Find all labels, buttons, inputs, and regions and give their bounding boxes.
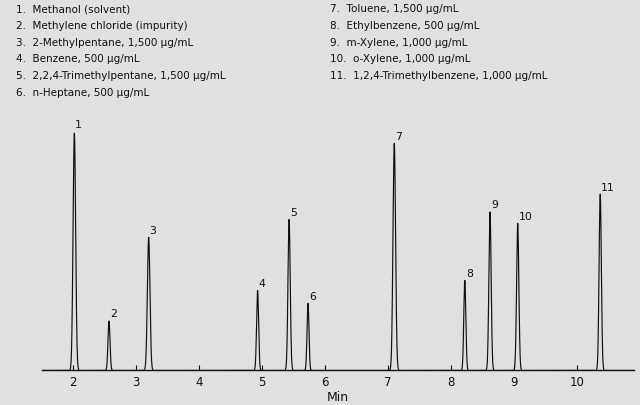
Text: 10.  o-Xylene, 1,000 μg/mL: 10. o-Xylene, 1,000 μg/mL: [330, 54, 470, 64]
Text: 8: 8: [466, 268, 472, 278]
Text: 4: 4: [259, 278, 266, 288]
Text: 9: 9: [491, 200, 498, 210]
Text: 6.  n-Heptane, 500 μg/mL: 6. n-Heptane, 500 μg/mL: [16, 87, 149, 98]
Text: 7: 7: [396, 132, 402, 141]
Text: 3: 3: [150, 225, 157, 235]
Text: 7.  Toluene, 1,500 μg/mL: 7. Toluene, 1,500 μg/mL: [330, 4, 458, 14]
Text: 8.  Ethylbenzene, 500 μg/mL: 8. Ethylbenzene, 500 μg/mL: [330, 21, 479, 31]
Text: 1: 1: [75, 120, 82, 130]
Text: 11.  1,2,4-Trimethylbenzene, 1,000 μg/mL: 11. 1,2,4-Trimethylbenzene, 1,000 μg/mL: [330, 71, 547, 81]
Text: 1.  Methanol (solvent): 1. Methanol (solvent): [16, 4, 131, 14]
Text: 4.  Benzene, 500 μg/mL: 4. Benzene, 500 μg/mL: [16, 54, 140, 64]
Text: 3.  2-Methylpentane, 1,500 μg/mL: 3. 2-Methylpentane, 1,500 μg/mL: [16, 38, 193, 47]
Text: 2.  Methylene chloride (impurity): 2. Methylene chloride (impurity): [16, 21, 188, 31]
Text: 5: 5: [290, 207, 297, 217]
X-axis label: Min: Min: [326, 390, 349, 403]
Text: 10: 10: [518, 211, 532, 221]
Text: 9.  m-Xylene, 1,000 μg/mL: 9. m-Xylene, 1,000 μg/mL: [330, 38, 467, 47]
Text: 5.  2,2,4-Trimethylpentane, 1,500 μg/mL: 5. 2,2,4-Trimethylpentane, 1,500 μg/mL: [16, 71, 226, 81]
Text: 11: 11: [601, 182, 615, 192]
Text: 6: 6: [309, 291, 316, 301]
Text: 2: 2: [110, 309, 117, 319]
